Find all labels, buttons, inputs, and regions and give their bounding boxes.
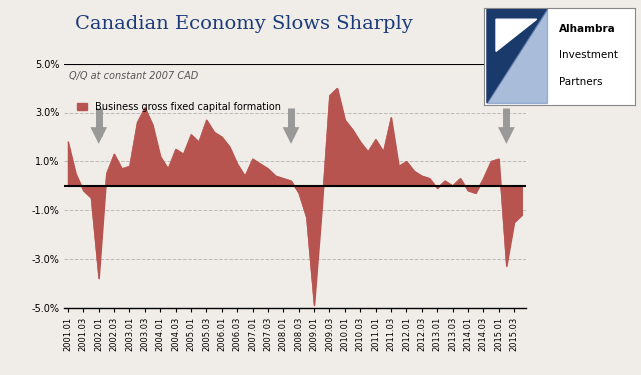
Text: Q/Q at constant 2007 CAD: Q/Q at constant 2007 CAD — [69, 71, 198, 81]
Legend: Business gross fixed capital formation: Business gross fixed capital formation — [74, 98, 285, 116]
Text: Canadian Economy Slows Sharply: Canadian Economy Slows Sharply — [75, 15, 412, 33]
Text: Alhambra: Alhambra — [559, 24, 616, 34]
Text: Partners: Partners — [559, 76, 603, 87]
Polygon shape — [496, 19, 537, 51]
Polygon shape — [487, 9, 547, 103]
Text: Investment: Investment — [559, 50, 619, 60]
Polygon shape — [487, 9, 547, 103]
